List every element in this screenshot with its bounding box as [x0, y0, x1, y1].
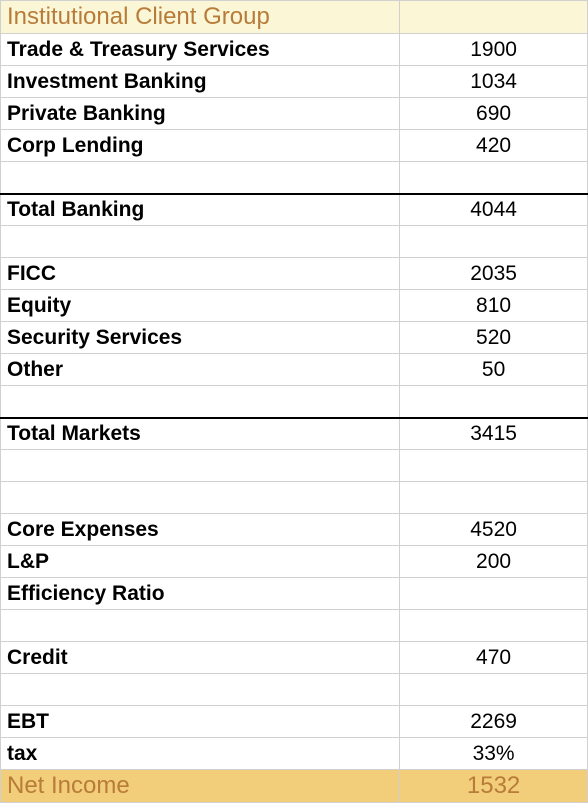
row-label: Credit	[1, 642, 400, 674]
empty-row	[1, 674, 588, 706]
empty-row	[1, 162, 588, 194]
row-value: 2035	[400, 258, 588, 290]
row-value: 2269	[400, 706, 588, 738]
total-row: Total Markets 3415	[1, 418, 588, 450]
row-label: Equity	[1, 290, 400, 322]
table-row: Trade & Treasury Services 1900	[1, 34, 588, 66]
table-row: Investment Banking 1034	[1, 66, 588, 98]
table-row: Private Banking 690	[1, 98, 588, 130]
row-value: 420	[400, 130, 588, 162]
table-row: Core Expenses 4520	[1, 514, 588, 546]
row-label: Other	[1, 354, 400, 386]
table-row: Credit 470	[1, 642, 588, 674]
table-row: Equity 810	[1, 290, 588, 322]
table-row: Security Services 520	[1, 322, 588, 354]
total-value: 4044	[400, 194, 588, 226]
row-value: 4520	[400, 514, 588, 546]
row-label: Security Services	[1, 322, 400, 354]
row-label: L&P	[1, 546, 400, 578]
empty-row	[1, 482, 588, 514]
row-value: 470	[400, 642, 588, 674]
table-row: EBT 2269	[1, 706, 588, 738]
row-label: Corp Lending	[1, 130, 400, 162]
header-row: Institutional Client Group	[1, 1, 588, 34]
row-value: 200	[400, 546, 588, 578]
empty-row	[1, 226, 588, 258]
row-label: Efficiency Ratio	[1, 578, 400, 610]
table-row: Efficiency Ratio	[1, 578, 588, 610]
empty-row	[1, 610, 588, 642]
row-value: 520	[400, 322, 588, 354]
page-title: Institutional Client Group	[1, 1, 400, 34]
table-row: Corp Lending 420	[1, 130, 588, 162]
net-income-value: 1532	[400, 770, 588, 803]
row-label: EBT	[1, 706, 400, 738]
total-row: Total Banking 4044	[1, 194, 588, 226]
financial-table: Institutional Client Group Trade & Treas…	[0, 0, 588, 803]
table-row: L&P 200	[1, 546, 588, 578]
header-empty	[400, 1, 588, 34]
row-label: FICC	[1, 258, 400, 290]
net-income-label: Net Income	[1, 770, 400, 803]
row-value: 810	[400, 290, 588, 322]
table-row: Other 50	[1, 354, 588, 386]
row-label: Investment Banking	[1, 66, 400, 98]
empty-row	[1, 450, 588, 482]
table-row: FICC 2035	[1, 258, 588, 290]
total-label: Total Banking	[1, 194, 400, 226]
total-value: 3415	[400, 418, 588, 450]
row-value: 50	[400, 354, 588, 386]
empty-row	[1, 386, 588, 418]
row-value: 690	[400, 98, 588, 130]
row-value: 1900	[400, 34, 588, 66]
footer-row: Net Income 1532	[1, 770, 588, 803]
row-label: Private Banking	[1, 98, 400, 130]
row-label: Trade & Treasury Services	[1, 34, 400, 66]
row-label: Core Expenses	[1, 514, 400, 546]
row-value: 1034	[400, 66, 588, 98]
row-value	[400, 578, 588, 610]
total-label: Total Markets	[1, 418, 400, 450]
